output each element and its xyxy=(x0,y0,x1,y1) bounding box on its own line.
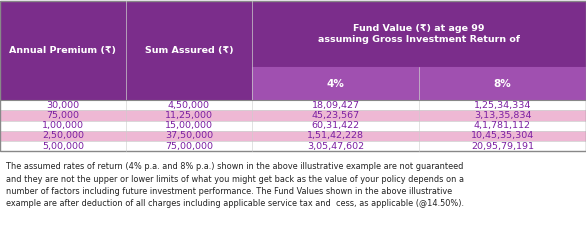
Bar xyxy=(126,1,252,100)
Bar xyxy=(0,1,126,100)
Text: Annual Premium (₹): Annual Premium (₹) xyxy=(9,46,117,55)
Text: Fund Value (₹) at age 99
assuming Gross Investment Return of: Fund Value (₹) at age 99 assuming Gross … xyxy=(318,24,520,44)
Text: 4%: 4% xyxy=(326,79,345,89)
Text: 18,09,427: 18,09,427 xyxy=(312,101,359,110)
Text: 15,00,000: 15,00,000 xyxy=(165,121,213,130)
Text: Sum Assured (₹): Sum Assured (₹) xyxy=(145,46,233,55)
Text: 4,50,000: 4,50,000 xyxy=(168,101,210,110)
Text: 1,51,42,228: 1,51,42,228 xyxy=(307,131,364,140)
Bar xyxy=(252,67,419,100)
Text: 3,13,35,834: 3,13,35,834 xyxy=(473,111,532,120)
Text: 75,00,000: 75,00,000 xyxy=(165,142,213,151)
Text: 37,50,000: 37,50,000 xyxy=(165,131,213,140)
Text: 60,31,422: 60,31,422 xyxy=(311,121,360,130)
Text: The assumed rates of return (4% p.a. and 8% p.a.) shown in the above illustrativ: The assumed rates of return (4% p.a. and… xyxy=(6,162,464,208)
Bar xyxy=(0,131,586,141)
Text: 8%: 8% xyxy=(493,79,512,89)
Bar xyxy=(252,1,586,67)
Bar xyxy=(0,121,586,131)
Bar xyxy=(0,100,586,110)
Text: 75,000: 75,000 xyxy=(46,111,80,120)
Text: 45,23,567: 45,23,567 xyxy=(311,111,360,120)
Text: 1,25,34,334: 1,25,34,334 xyxy=(474,101,531,110)
Text: 4,1,781,112: 4,1,781,112 xyxy=(474,121,531,130)
Text: 30,000: 30,000 xyxy=(46,101,80,110)
Bar xyxy=(419,67,586,100)
Bar xyxy=(0,1,586,151)
Text: 2,50,000: 2,50,000 xyxy=(42,131,84,140)
Text: 1,00,000: 1,00,000 xyxy=(42,121,84,130)
Text: 5,00,000: 5,00,000 xyxy=(42,142,84,151)
Text: 3,05,47,602: 3,05,47,602 xyxy=(307,142,364,151)
Text: 10,45,35,304: 10,45,35,304 xyxy=(471,131,534,140)
Text: 11,25,000: 11,25,000 xyxy=(165,111,213,120)
Bar xyxy=(0,110,586,121)
Bar xyxy=(0,141,586,151)
Text: 20,95,79,191: 20,95,79,191 xyxy=(471,142,534,151)
